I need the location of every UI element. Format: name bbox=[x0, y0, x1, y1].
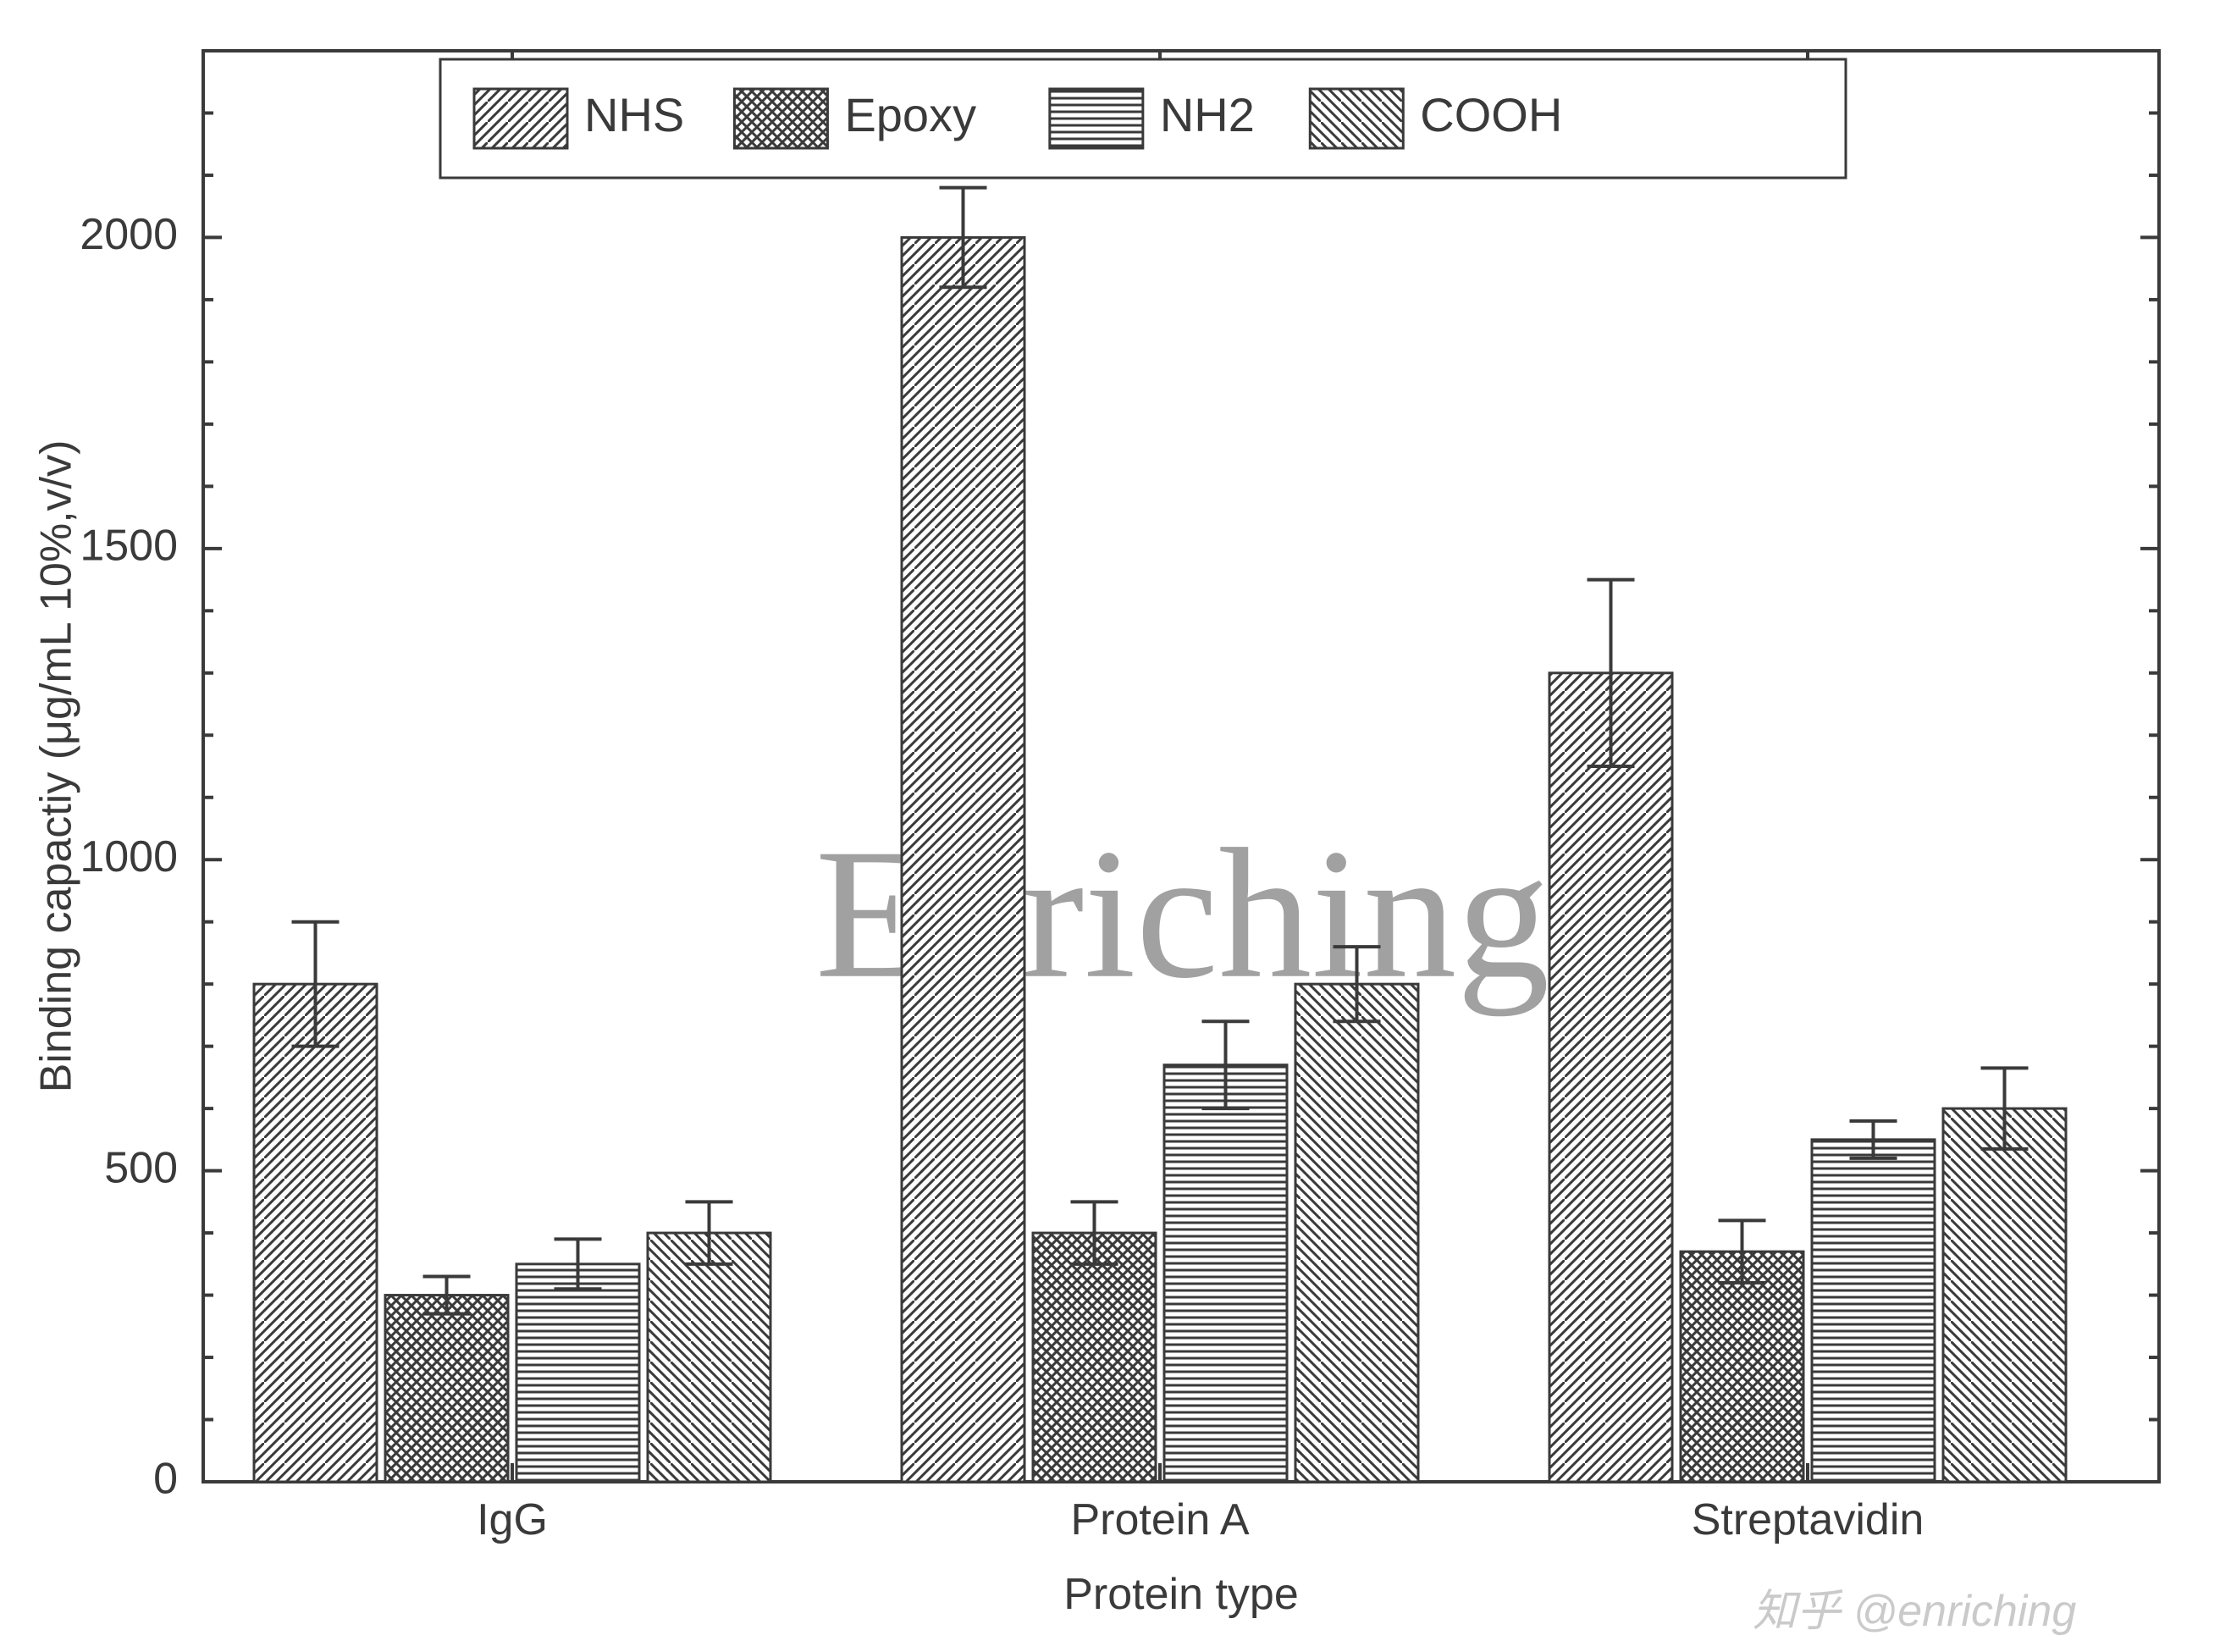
y-tick-label: 500 bbox=[104, 1143, 178, 1192]
legend-swatch-NHS bbox=[474, 89, 567, 148]
x-axis-label: Protein type bbox=[1063, 1570, 1299, 1619]
x-tick-label: Streptavidin bbox=[1692, 1495, 1925, 1544]
legend-swatch-NH2 bbox=[1050, 89, 1143, 148]
bar-IgG-NHS bbox=[254, 984, 377, 1482]
x-tick-label: IgG bbox=[477, 1495, 548, 1544]
bar-Protein A-NH2 bbox=[1164, 1065, 1287, 1482]
bar-chart: Enriching0500100015002000Binding capacti… bbox=[0, 0, 2231, 1652]
y-axis-label: Binding capactiy (μg/mL 10%,v/v) bbox=[32, 440, 81, 1093]
bar-Streptavidin-Epoxy bbox=[1681, 1251, 1803, 1482]
bar-Streptavidin-NHS bbox=[1549, 673, 1672, 1482]
legend-swatch-COOH bbox=[1310, 89, 1403, 148]
legend-label-COOH: COOH bbox=[1420, 88, 1562, 141]
bar-Streptavidin-NH2 bbox=[1812, 1140, 1935, 1482]
bar-IgG-NH2 bbox=[516, 1264, 639, 1482]
legend-swatch-Epoxy bbox=[734, 89, 827, 148]
chart-container: Enriching0500100015002000Binding capacti… bbox=[0, 0, 2231, 1652]
y-tick-label: 1000 bbox=[80, 832, 178, 881]
x-tick-label: Protein A bbox=[1070, 1495, 1249, 1544]
bar-Protein A-Epoxy bbox=[1033, 1233, 1156, 1482]
y-tick-label: 2000 bbox=[80, 210, 178, 259]
y-tick-label: 0 bbox=[153, 1455, 178, 1504]
legend-label-Epoxy: Epoxy bbox=[844, 88, 976, 141]
y-tick-label: 1500 bbox=[80, 522, 178, 571]
bar-IgG-COOH bbox=[648, 1233, 770, 1482]
bar-Protein A-COOH bbox=[1295, 984, 1418, 1482]
watermark-corner: 知乎 @enriching bbox=[1753, 1587, 2076, 1636]
bar-Protein A-NHS bbox=[902, 237, 1024, 1482]
bar-IgG-Epoxy bbox=[385, 1296, 508, 1482]
legend-label-NHS: NHS bbox=[584, 88, 684, 141]
legend-label-NH2: NH2 bbox=[1160, 88, 1255, 141]
bar-Streptavidin-COOH bbox=[1943, 1108, 2066, 1482]
